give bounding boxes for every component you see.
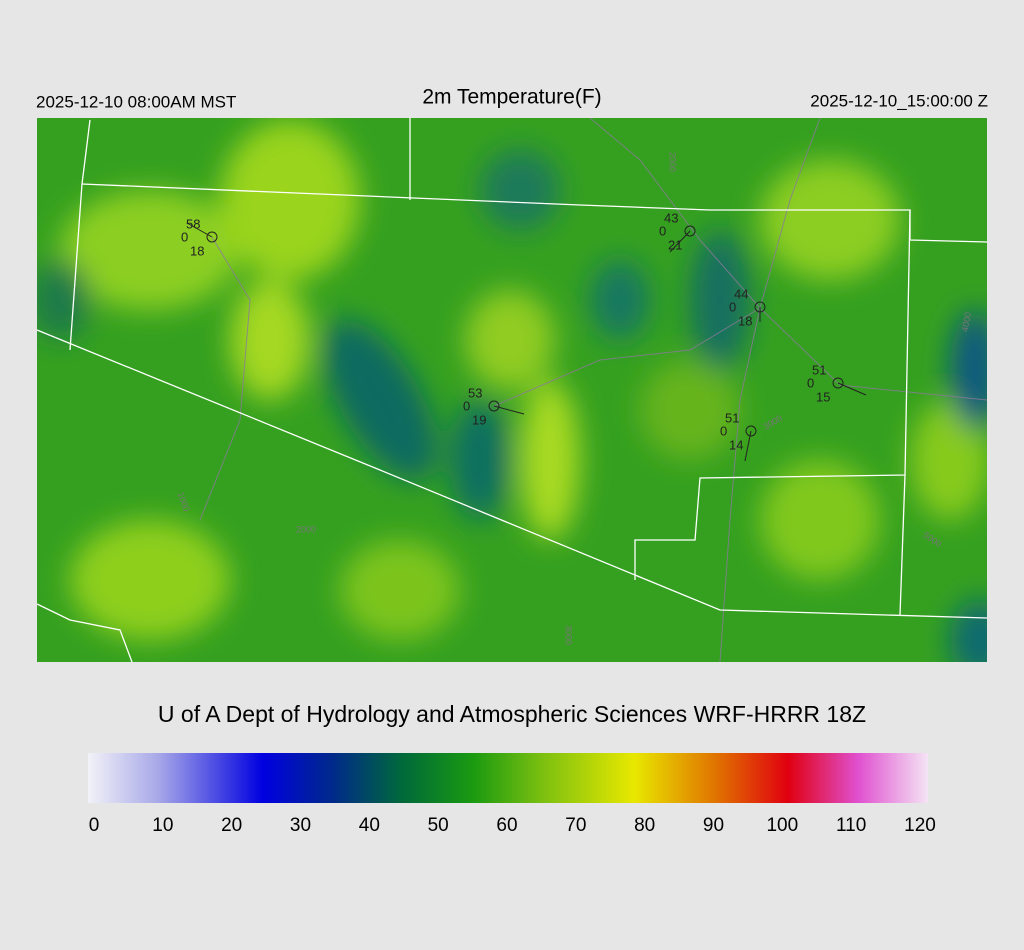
contour-label: 4000 xyxy=(960,311,973,332)
station-value: 0 xyxy=(729,299,736,314)
colorbar-tick-label: 120 xyxy=(904,815,936,836)
roads xyxy=(199,118,987,662)
station-temperature: 58 xyxy=(186,216,200,231)
colorbar xyxy=(88,753,928,803)
map xyxy=(37,118,987,662)
station-circle xyxy=(206,231,218,243)
station-dewpoint: 15 xyxy=(816,389,830,404)
station-dewpoint: 21 xyxy=(668,237,682,252)
station-circle xyxy=(754,301,766,313)
colorbar-tick-label: 30 xyxy=(290,815,311,836)
station-value: 0 xyxy=(181,229,188,244)
local-time: 2025-12-10 08:00AM MST xyxy=(36,92,236,111)
colorbar-tick-label: 80 xyxy=(634,815,655,836)
colorbar-tick-label: 90 xyxy=(703,815,724,836)
station-temperature: 44 xyxy=(734,286,748,301)
colorbar-tick-label: 0 xyxy=(89,815,100,836)
station-value: 0 xyxy=(463,398,470,413)
station-value: 0 xyxy=(720,423,727,438)
utc-time: 2025-12-10_15:00:00 Z xyxy=(810,91,988,110)
colorbar-tick-label: 50 xyxy=(428,815,449,836)
contour-label: 2000 xyxy=(296,524,316,534)
colorbar-tick-label: 100 xyxy=(766,815,798,836)
contour-label: 2000 xyxy=(668,152,678,172)
station-temperature: 51 xyxy=(725,410,739,425)
station-value: 0 xyxy=(807,375,814,390)
colorbar-ticks: 0 10 20 30 40 50 60 70 80 90 100 110 120 xyxy=(89,815,936,836)
station-dewpoint: 18 xyxy=(738,313,752,328)
map-title: 2m Temperature(F) xyxy=(422,86,601,109)
station-dewpoint: 19 xyxy=(472,412,486,427)
station-circle xyxy=(684,225,696,237)
colorbar-tick-label: 110 xyxy=(836,815,866,836)
station-circle xyxy=(488,400,500,412)
station-temperature: 51 xyxy=(812,362,826,377)
station-value: 0 xyxy=(659,223,666,238)
station-circle xyxy=(832,377,844,389)
colorbar-tick-label: 20 xyxy=(221,815,242,836)
footer: U of A Dept of Hydrology and Atmospheric… xyxy=(158,701,866,727)
station-circle xyxy=(745,425,757,437)
contour-label: 3000 xyxy=(564,625,574,645)
colorbar-tick-label: 60 xyxy=(496,815,517,836)
station-temperature: 43 xyxy=(664,210,678,225)
colorbar-tick-label: 10 xyxy=(152,815,173,836)
station-dewpoint: 18 xyxy=(190,243,204,258)
colorbar-tick-label: 70 xyxy=(565,815,586,836)
colorbar-tick-label: 40 xyxy=(359,815,380,836)
boundaries xyxy=(37,118,987,662)
station-dewpoint: 14 xyxy=(729,437,743,452)
temperature-field xyxy=(37,120,987,662)
station-temperature: 53 xyxy=(468,385,482,400)
